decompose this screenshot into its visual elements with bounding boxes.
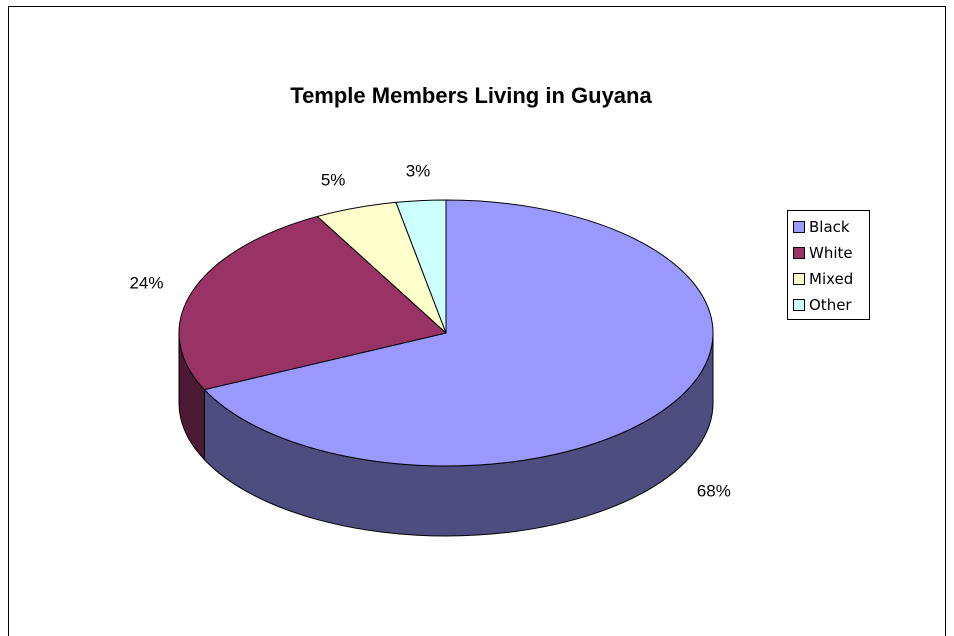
pct-label-white: 24% (129, 274, 163, 293)
pie-slice-other (395, 199, 447, 334)
legend-swatch-mixed (793, 273, 805, 285)
legend-swatch-black (793, 221, 805, 233)
chart-title: Temple Members Living in Guyana (290, 83, 652, 108)
legend-swatch-white (793, 247, 805, 259)
pct-label-mixed: 5% (321, 171, 346, 190)
pie-tops (178, 199, 714, 467)
pie-chart: 68% 24% 5% 3% (129, 162, 731, 537)
legend-swatch-other (793, 299, 805, 311)
legend-label-mixed: Mixed (809, 270, 854, 288)
legend-label-white: White (809, 244, 853, 262)
pie-labels: 68% 24% 5% 3% (129, 162, 730, 501)
pct-label-other: 3% (406, 162, 431, 181)
legend-item-black: Black (793, 214, 869, 240)
legend: Black White Mixed Other (787, 210, 870, 320)
pie-slice-black (203, 199, 714, 467)
legend-item-mixed: Mixed (793, 266, 869, 292)
legend-item-white: White (793, 240, 869, 266)
chart-area: Temple Members Living in Guyana 68% 24% 5%… (8, 6, 946, 636)
pct-label-black: 68% (697, 481, 731, 500)
legend-label-other: Other (809, 296, 852, 314)
pie-slice-white (178, 215, 447, 391)
legend-item-other: Other (793, 292, 869, 318)
legend-label-black: Black (809, 218, 850, 236)
